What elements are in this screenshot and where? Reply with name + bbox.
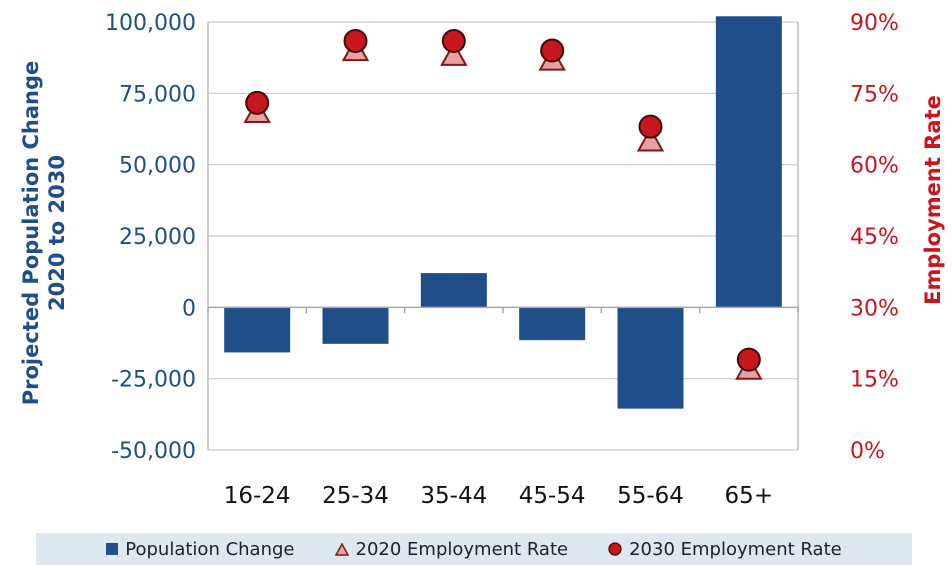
right-axis-ticks: 0% 15% 30% 45% 60% 75% 90% (850, 11, 899, 464)
employment-2020-marker (440, 41, 468, 66)
x-tick-label: 65+ (725, 483, 774, 509)
left-tick-label: -25,000 (111, 368, 196, 393)
gridlines (207, 21, 799, 451)
left-tick-label: 0 (182, 296, 196, 321)
employment-2030-marker (540, 38, 565, 63)
zero-baseline (207, 306, 799, 314)
right-tick-label: 45% (850, 225, 899, 250)
legend-label: Population Change (125, 538, 295, 560)
left-tick-label: -50,000 (111, 439, 196, 464)
right-tick-label: 30% (850, 296, 899, 321)
x-axis-ticks: 16-24 25-34 35-44 45-54 55-64 65+ (224, 483, 773, 509)
population-bar (224, 307, 291, 353)
x-tick-label: 35-44 (420, 483, 487, 509)
x-tick-label: 45-54 (519, 483, 586, 509)
legend-item-2030: 2030 Employment Rate (608, 539, 842, 560)
left-axis-label-line2: 2020 to 2030 (45, 155, 69, 311)
employment-2020-marker (636, 126, 665, 152)
employment-2030-marker (343, 29, 368, 54)
right-tick-label: 75% (850, 82, 899, 107)
legend-label: 2020 Employment Rate (355, 538, 569, 560)
left-tick-label: 50,000 (119, 154, 196, 179)
employment-2030-marker (736, 347, 761, 372)
left-tick-label: 75,000 (119, 82, 196, 107)
population-bar (617, 307, 684, 409)
legend-bar-swatch-icon (106, 543, 119, 555)
legend-circle-icon (608, 542, 622, 556)
right-axis-label: Employment Rate (921, 95, 945, 305)
left-tick-label: 100,000 (105, 11, 196, 36)
right-tick-label: 90% (850, 11, 899, 36)
legend-item-2020: 2020 Employment Rate (334, 538, 569, 560)
population-bar (420, 273, 487, 308)
legend-triangle-icon (334, 542, 349, 556)
chart-canvas: -50,000 -25,000 0 25,000 50,000 75,000 100,000… (19, 11, 945, 509)
left-axis-label-line1: Projected Population Change (19, 61, 43, 406)
marker-series (243, 29, 763, 380)
legend: Population Change 2020 Employment Rate 2… (36, 533, 912, 565)
x-tick-label: 16-24 (224, 483, 291, 509)
legend-item-population: Population Change (106, 538, 295, 560)
right-tick-label: 0% (850, 439, 885, 464)
x-tick-label: 25-34 (322, 483, 389, 509)
population-bar (715, 16, 782, 308)
right-tick-label: 15% (850, 368, 899, 393)
right-tick-label: 60% (850, 154, 899, 179)
employment-2030-marker (245, 90, 270, 115)
employment-2030-marker (441, 29, 466, 54)
left-tick-label: 25,000 (119, 225, 196, 250)
legend-label: 2030 Employment Rate (629, 538, 842, 560)
bar-series (224, 16, 782, 409)
employment-2030-marker (638, 114, 663, 139)
population-bar (519, 307, 586, 341)
population-bar (322, 307, 389, 344)
left-axis-ticks: -50,000 -25,000 0 25,000 50,000 75,000 100,000 (105, 11, 196, 464)
x-tick-label: 55-64 (617, 483, 684, 509)
